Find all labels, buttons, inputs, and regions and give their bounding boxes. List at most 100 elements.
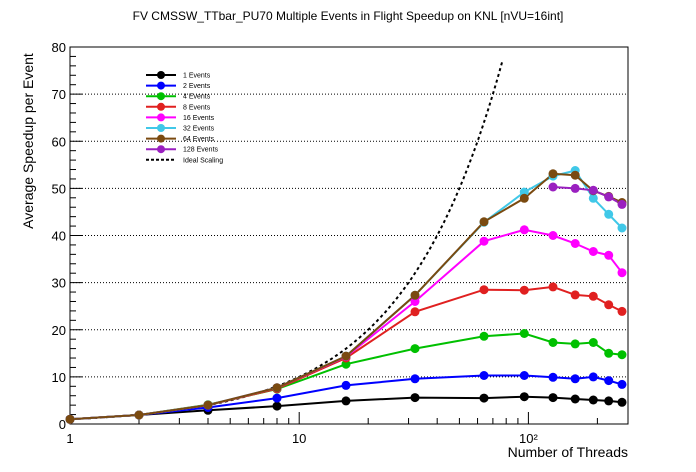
- x-tick-label: 10²: [519, 431, 538, 446]
- data-point: [604, 250, 614, 260]
- legend: 1 Events 2 Events 4 Events 8 Events 16 Event…: [146, 71, 223, 164]
- chart-title: FV CMSSW_TTbar_PU70 Multiple Events in F…: [133, 9, 564, 23]
- data-point: [617, 379, 627, 389]
- legend-marker: [157, 134, 165, 143]
- data-point: [617, 306, 627, 316]
- y-tick-label: 70: [52, 87, 66, 102]
- legend-marker: [157, 113, 165, 122]
- data-point: [341, 380, 351, 390]
- data-point: [341, 351, 351, 361]
- data-point: [617, 350, 627, 360]
- data-point: [410, 297, 420, 306]
- legend-label: 32 Events: [183, 126, 215, 133]
- data-point: [588, 291, 598, 301]
- y-tick-label: 20: [52, 323, 66, 338]
- data-point: [479, 285, 489, 295]
- legend-label: 8 Events: [183, 104, 211, 111]
- data-point: [548, 231, 558, 240]
- data-point: [341, 359, 351, 369]
- axes: 0 10 20 30 40 50 60 70 80 1 10 10²: [52, 40, 629, 446]
- data-point: [604, 209, 614, 219]
- data-point: [588, 247, 598, 256]
- data-point: [588, 193, 598, 203]
- data-point: [410, 290, 420, 300]
- legend-label: 16 Events: [183, 115, 215, 122]
- legend-marker: [157, 145, 165, 154]
- data-point: [548, 372, 558, 382]
- data-point: [588, 372, 598, 382]
- y-axis-label: Average Speedup per Event: [20, 53, 36, 229]
- data-point: [604, 300, 614, 310]
- data-point: [272, 401, 282, 411]
- data-point: [570, 339, 580, 349]
- y-tick-label: 50: [52, 181, 66, 196]
- gridlines: [70, 93, 628, 378]
- data-point: [519, 329, 529, 338]
- data-series: [65, 60, 627, 424]
- y-tick-label: 40: [52, 229, 66, 244]
- data-point: [604, 396, 614, 406]
- data-point: [617, 199, 627, 209]
- data-point: [519, 225, 529, 235]
- data-point: [570, 290, 580, 300]
- data-point: [588, 338, 598, 347]
- data-point: [479, 217, 489, 227]
- y-tick-label: 0: [59, 417, 66, 432]
- y-tick-label: 30: [52, 276, 66, 291]
- legend-label: 4 Events: [183, 94, 211, 101]
- data-point: [519, 285, 529, 295]
- data-point: [519, 193, 529, 203]
- data-point: [604, 376, 614, 386]
- data-point: [548, 393, 558, 403]
- legend-marker: [157, 71, 165, 79]
- legend-label: 128 Events: [183, 147, 219, 154]
- data-point: [519, 187, 529, 197]
- legend-marker: [157, 81, 165, 90]
- data-point: [410, 307, 420, 317]
- x-tick-label: 1: [66, 431, 73, 446]
- data-point: [272, 383, 282, 393]
- data-point: [410, 374, 420, 384]
- data-point: [570, 170, 580, 180]
- y-tick-label: 80: [52, 40, 66, 55]
- data-point: [548, 169, 558, 179]
- legend-label: Ideal Scaling: [183, 157, 223, 164]
- data-point: [604, 192, 614, 202]
- data-point: [570, 374, 580, 384]
- legend-label: 64 Events: [183, 136, 215, 143]
- data-point: [519, 371, 529, 380]
- data-point: [479, 393, 489, 403]
- data-point: [272, 393, 282, 403]
- data-point: [617, 397, 627, 407]
- data-point: [570, 394, 580, 404]
- legend-label: 1 Events: [183, 73, 211, 80]
- data-point: [548, 282, 558, 292]
- data-point: [588, 395, 598, 405]
- legend-label: 2 Events: [183, 83, 211, 90]
- data-point: [410, 344, 420, 354]
- data-point: [65, 414, 75, 424]
- legend-marker: [157, 102, 165, 111]
- data-point: [341, 396, 351, 406]
- legend-marker: [157, 92, 165, 101]
- data-point: [134, 410, 144, 420]
- y-tick-label: 60: [52, 134, 66, 149]
- data-point: [519, 392, 529, 402]
- data-point: [570, 183, 580, 193]
- y-tick-label: 10: [52, 370, 66, 385]
- data-point: [617, 223, 627, 233]
- data-point: [604, 348, 614, 358]
- x-axis-label: Number of Threads: [508, 444, 628, 460]
- data-point: [617, 268, 627, 278]
- data-point: [479, 371, 489, 380]
- data-point: [479, 236, 489, 246]
- data-point: [548, 338, 558, 347]
- data-point: [588, 185, 598, 195]
- legend-marker: [157, 124, 165, 132]
- data-point: [410, 393, 420, 403]
- data-point: [548, 182, 558, 192]
- data-point: [479, 331, 489, 341]
- data-point: [570, 239, 580, 248]
- x-tick-label: 10: [292, 431, 306, 446]
